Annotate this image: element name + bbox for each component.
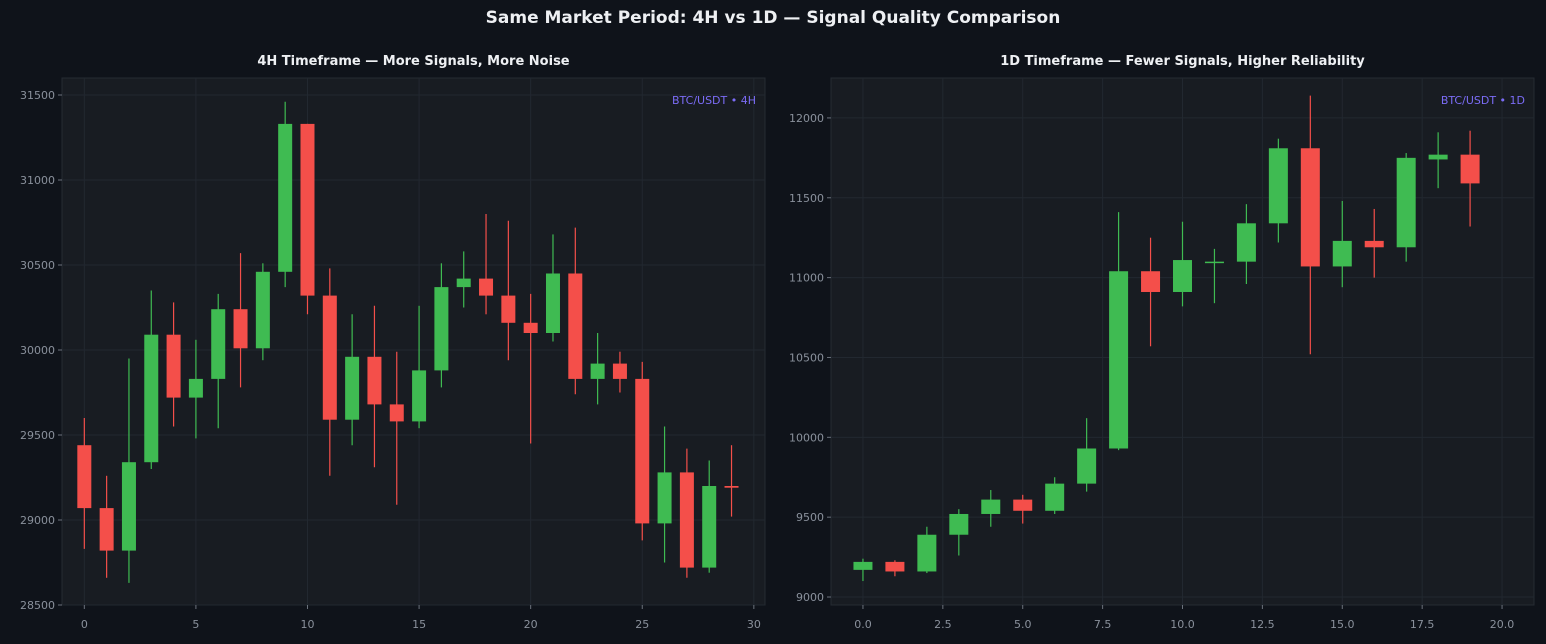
y-tick-label: 31500 xyxy=(20,89,55,102)
x-tick-label: 0 xyxy=(81,618,88,631)
candle-body xyxy=(456,278,471,288)
x-tick-label: 5 xyxy=(192,618,199,631)
y-tick-label: 12000 xyxy=(789,112,824,125)
candle-body xyxy=(99,508,114,551)
candle-body xyxy=(345,356,360,420)
x-tick-label: 20 xyxy=(524,618,538,631)
candle-body xyxy=(188,378,203,398)
chart-4h: 28500 29000 29500 30000 30500 31000 31500 0 5 10 1… xyxy=(20,77,766,631)
chart-title-4h: 4H Timeframe — More Signals, More Noise xyxy=(257,54,570,69)
candle-body xyxy=(1077,448,1097,484)
y-tick-label: 9500 xyxy=(796,511,824,524)
candle-body xyxy=(389,404,404,422)
candle-body xyxy=(166,334,181,398)
y-tick-label: 11000 xyxy=(789,272,824,285)
chart-title-1d: 1D Timeframe — Fewer Signals, Higher Rel… xyxy=(1000,54,1365,69)
candle-body xyxy=(1364,240,1384,248)
x-tick-label: 20.0 xyxy=(1490,618,1515,631)
candle-body xyxy=(1428,154,1448,160)
candle-body xyxy=(1109,271,1129,449)
watermark-label: BTC/USDT • 1D xyxy=(1441,94,1525,107)
y-tick-label: 10000 xyxy=(789,431,824,444)
candle-body xyxy=(1268,148,1288,224)
y-tick-label: 30500 xyxy=(20,259,55,272)
x-tick-label: 25 xyxy=(635,618,649,631)
candle-body xyxy=(724,486,739,488)
candle-body xyxy=(612,363,627,379)
y-tick-label: 10500 xyxy=(789,351,824,364)
x-tick-label: 2.5 xyxy=(934,618,952,631)
candle-body xyxy=(679,472,694,568)
candle-body xyxy=(367,356,382,405)
x-tick-label: 10.0 xyxy=(1170,618,1195,631)
chart-1d: 9000 9500 10000 10500 11000 11500 12000 0.0 2.5 5… xyxy=(789,77,1535,631)
candle-body xyxy=(1141,271,1161,292)
x-tick-label: 17.5 xyxy=(1410,618,1435,631)
candle-body xyxy=(981,499,1001,514)
candle-body xyxy=(1013,499,1033,511)
candle-body xyxy=(568,273,583,379)
candle-body xyxy=(1173,260,1192,292)
candle-body xyxy=(255,271,270,349)
y-tick-label: 30000 xyxy=(20,344,55,357)
y-tick-label: 31000 xyxy=(20,174,55,187)
figure-title: Same Market Period: 4H vs 1D — Signal Qu… xyxy=(485,8,1061,28)
y-tick-label: 28500 xyxy=(20,599,55,612)
candle-body xyxy=(501,295,516,323)
candle-body xyxy=(590,363,605,379)
x-tick-label: 15 xyxy=(412,618,426,631)
candle-body xyxy=(545,273,560,333)
candle-body xyxy=(1236,223,1256,262)
candle-body xyxy=(635,378,650,524)
candle-body xyxy=(885,561,905,572)
candle-body xyxy=(1396,157,1416,248)
x-tick-label: 7.5 xyxy=(1094,618,1112,631)
candle-body xyxy=(853,561,873,570)
candle-body xyxy=(1045,483,1065,511)
candle-body xyxy=(322,295,337,420)
candle-body xyxy=(949,513,969,535)
y-tick-label: 11500 xyxy=(789,192,824,205)
candle-body xyxy=(657,472,672,524)
candle-body xyxy=(121,462,136,551)
candle-body xyxy=(523,322,538,333)
x-tick-label: 12.5 xyxy=(1250,618,1275,631)
y-tick-label: 9000 xyxy=(796,591,824,604)
y-tick-label: 29500 xyxy=(20,429,55,442)
candle-body xyxy=(1300,148,1320,267)
x-tick-label: 0.0 xyxy=(854,618,872,631)
x-tick-label: 30 xyxy=(747,618,761,631)
candle-body xyxy=(211,309,226,379)
candle-body xyxy=(278,123,293,272)
watermark-label: BTC/USDT • 4H xyxy=(672,94,756,107)
candle-body xyxy=(1460,154,1480,184)
candle-body xyxy=(1204,261,1224,264)
candle-body xyxy=(1332,240,1352,267)
candle-body xyxy=(300,123,315,296)
candle-body xyxy=(233,309,248,349)
candle-body xyxy=(412,370,427,422)
candle-body xyxy=(702,486,717,568)
candle-body xyxy=(434,287,449,371)
candle-body xyxy=(479,278,494,296)
x-tick-label: 10 xyxy=(300,618,314,631)
candle-body xyxy=(917,534,937,572)
x-tick-label: 15.0 xyxy=(1330,618,1355,631)
y-tick-label: 29000 xyxy=(20,514,55,527)
x-tick-label: 5.0 xyxy=(1014,618,1032,631)
candle-body xyxy=(77,445,92,509)
candle-body xyxy=(144,334,159,463)
